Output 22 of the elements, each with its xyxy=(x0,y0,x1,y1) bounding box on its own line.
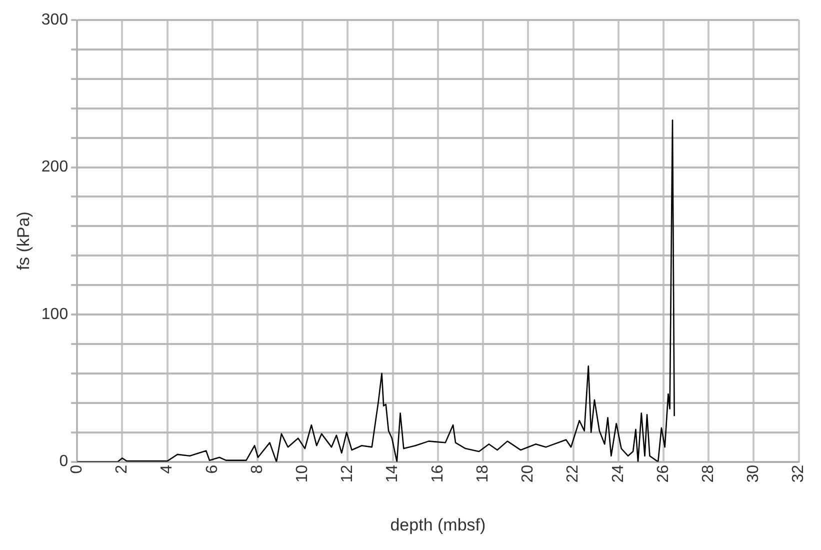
x-tick-label: 22 xyxy=(564,464,582,483)
y-axis-title: fs (kPa) xyxy=(14,212,33,270)
x-tick-label: 30 xyxy=(745,464,762,483)
x-tick-label: 10 xyxy=(294,464,312,483)
x-tick-label: 24 xyxy=(610,464,627,483)
x-tick-label: 28 xyxy=(700,464,717,483)
x-tick-label: 20 xyxy=(520,464,537,483)
x-tick-label: 0 xyxy=(68,464,86,474)
x-tick-label: 6 xyxy=(204,464,221,474)
x-tick-label: 14 xyxy=(384,464,402,483)
x-tick-label: 16 xyxy=(429,464,446,483)
y-tick-label: 100 xyxy=(41,306,68,323)
x-tick-label: 8 xyxy=(248,464,266,474)
x-tick-label: 4 xyxy=(158,464,176,474)
x-axis-title: depth (mbsf) xyxy=(390,515,486,534)
x-tick-label: 18 xyxy=(474,464,492,483)
y-tick-label: 200 xyxy=(41,158,68,176)
x-tick-label: 32 xyxy=(790,464,808,483)
x-tick-label: 2 xyxy=(114,464,131,474)
x-tick-label: 26 xyxy=(654,464,672,483)
y-tick-label: 300 xyxy=(41,11,68,28)
x-tick-label: 12 xyxy=(339,464,356,483)
